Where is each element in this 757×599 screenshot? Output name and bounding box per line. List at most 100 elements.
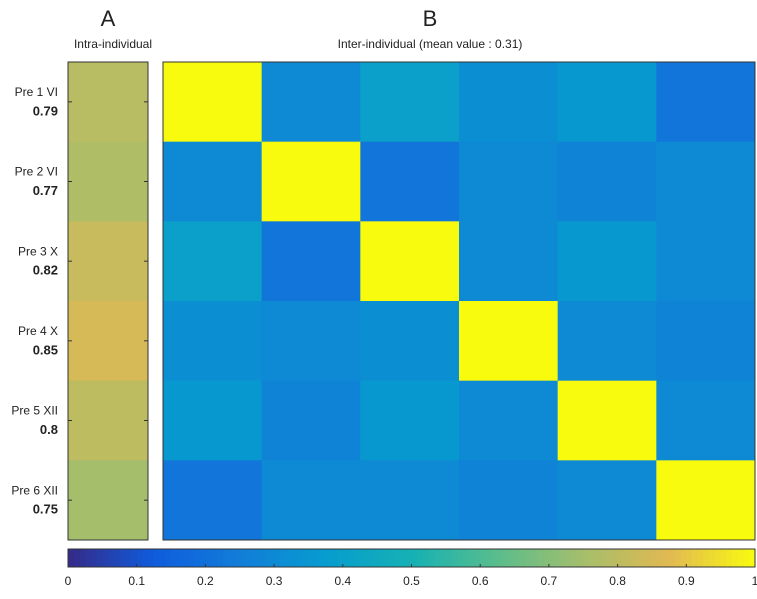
heatmap-cell (459, 460, 559, 541)
heatmap-cell (163, 141, 263, 222)
colorbar-segment (526, 549, 533, 567)
heatmap-cell (68, 301, 148, 382)
heatmap-cell (360, 141, 460, 222)
heatmap-cell (261, 221, 361, 302)
colorbar-segment (119, 549, 126, 567)
heatmap-cell (656, 301, 756, 382)
colorbar-segment (142, 549, 149, 567)
colorbar-segment (216, 549, 224, 567)
row-label: Pre 5 XII (11, 404, 58, 418)
colorbar-segment (411, 549, 418, 567)
colorbar-segment (274, 549, 281, 567)
heatmap-cell (557, 460, 657, 541)
colorbar-segment (371, 549, 378, 567)
heatmap-cell (261, 301, 361, 382)
row-value: 0.75 (33, 502, 58, 517)
heatmap-cell (261, 62, 361, 143)
colorbar-segment (692, 549, 699, 567)
heatmap-cell (360, 301, 460, 382)
colorbar-segment (319, 549, 327, 567)
colorbar-segment (680, 549, 687, 567)
colorbar-tick-label: 0.7 (541, 574, 558, 588)
colorbar-segment (697, 549, 704, 567)
colorbar-segment (640, 549, 647, 567)
heatmap-cell (557, 380, 657, 461)
heatmap-cell (459, 301, 559, 382)
colorbar-segment (577, 549, 584, 567)
heatmap-cell (557, 62, 657, 143)
colorbar-segment (354, 549, 361, 567)
colorbar-segment (285, 549, 292, 567)
colorbar-segment (588, 549, 596, 567)
colorbar-segment (560, 549, 567, 567)
panel-frame (67, 61, 149, 541)
colorbar-segment (108, 549, 115, 567)
colorbar-segment (348, 549, 355, 567)
row-value: 0.82 (33, 263, 58, 278)
colorbar-segment (405, 549, 412, 567)
colorbar-segment (732, 549, 739, 567)
colorbar-segment (85, 549, 92, 567)
colorbar-segment (634, 549, 641, 567)
colorbar-segment (394, 549, 401, 567)
colorbar-segment (520, 549, 527, 567)
heatmap-cell (656, 62, 756, 143)
colorbar-segment (239, 549, 246, 567)
colorbar-segment (359, 549, 367, 567)
panel-label: B (423, 6, 438, 31)
colorbar-segment (714, 549, 722, 567)
panel-title: Inter-individual (mean value : 0.31) (338, 37, 523, 51)
colorbar-segment (422, 549, 430, 567)
colorbar-segment (726, 549, 733, 567)
colorbar-segment (720, 549, 727, 567)
colorbar-segment (130, 549, 138, 567)
heatmap-cell (656, 221, 756, 302)
colorbar-segment (463, 549, 470, 567)
colorbar-segment (445, 549, 453, 567)
colorbar-segment (297, 549, 304, 567)
colorbar-segment (606, 549, 613, 567)
colorbar-segment (308, 549, 315, 567)
colorbar-segment (176, 549, 183, 567)
colorbar-segment (159, 549, 166, 567)
colorbar-segment (617, 549, 624, 567)
row-label: Pre 3 X (18, 244, 58, 258)
colorbar-segment (256, 549, 264, 567)
row-label: Pre 2 VI (15, 165, 58, 179)
colorbar-segment (737, 549, 745, 567)
colorbar-segment (251, 549, 258, 567)
heatmap-cell (656, 460, 756, 541)
colorbar-segment (663, 549, 670, 567)
colorbar-segment (594, 549, 601, 567)
colorbar-segment (583, 549, 590, 567)
colorbar-segment (531, 549, 538, 567)
colorbar-segment (211, 549, 218, 567)
colorbar-segment (571, 549, 579, 567)
colorbar-segment (96, 549, 103, 567)
row-value: 0.77 (33, 183, 58, 198)
colorbar-segment (148, 549, 155, 567)
colorbar-segment (674, 549, 682, 567)
heatmap-cell (459, 380, 559, 461)
heatmap-cell (68, 141, 148, 222)
colorbar-segment (325, 549, 332, 567)
colorbar-segment (205, 549, 212, 567)
colorbar-segment (388, 549, 395, 567)
colorbar-tick-label: 0.4 (334, 574, 351, 588)
heatmap-cell (459, 221, 559, 302)
heatmap-cell (656, 141, 756, 222)
row-value: 0.8 (40, 422, 58, 437)
colorbar-segment (199, 549, 206, 567)
panel-label: A (101, 6, 116, 31)
row-value: 0.79 (33, 103, 58, 118)
heatmap-cell (557, 221, 657, 302)
colorbar-segment (68, 549, 75, 567)
colorbar-segment (291, 549, 298, 567)
colorbar-segment (245, 549, 252, 567)
colorbar-segment (428, 549, 435, 567)
colorbar-segment (234, 549, 241, 567)
colorbar-segment (337, 549, 344, 567)
heatmap-cell (360, 380, 460, 461)
colorbar-segment (182, 549, 189, 567)
